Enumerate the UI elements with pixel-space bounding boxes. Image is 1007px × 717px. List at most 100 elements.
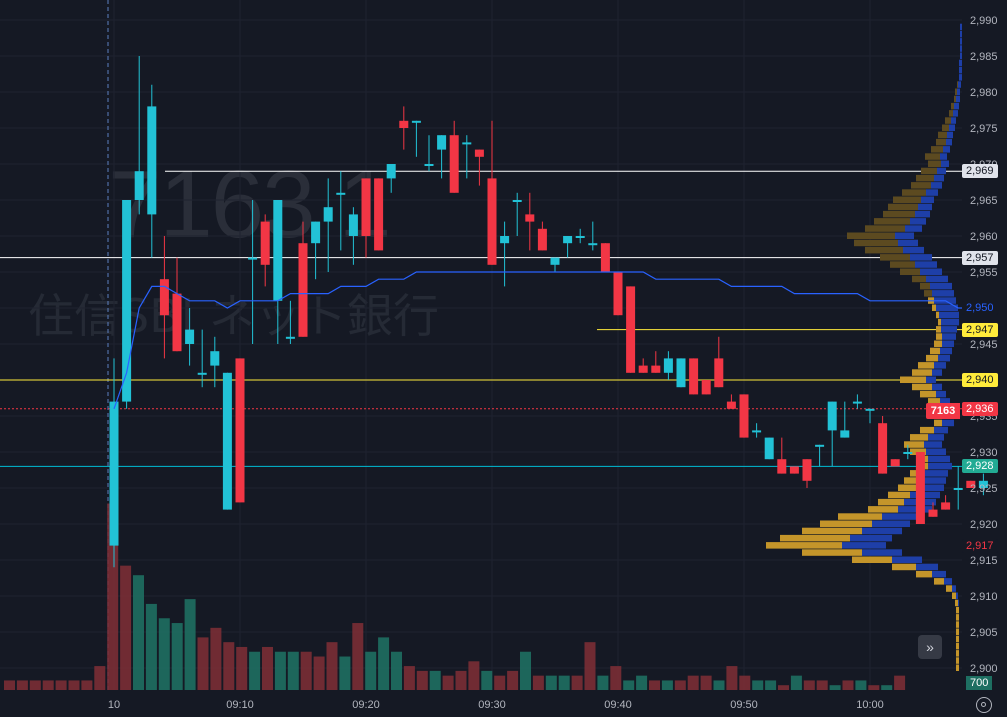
volume-profile-bar — [958, 599, 959, 607]
price-axis-label: 2,900 — [970, 663, 998, 675]
candle-body — [575, 236, 585, 238]
volume-bar — [133, 575, 144, 690]
volume-bar — [532, 675, 544, 690]
volume-bar — [597, 675, 609, 690]
volume-bar — [352, 623, 364, 690]
candle-body — [474, 149, 484, 157]
volume-profile-bar — [956, 606, 959, 614]
volume-profile-bar — [938, 318, 941, 326]
volume-profile-bar — [932, 369, 942, 376]
volume-profile-bar — [916, 570, 932, 578]
volume-profile-bar — [936, 311, 939, 319]
volume-bar — [4, 680, 15, 690]
volume-profile-bar — [941, 318, 959, 326]
candle-body — [260, 221, 270, 265]
volume-profile-bar — [924, 470, 948, 477]
price-axis-label: 2,965 — [970, 195, 998, 207]
candle-body — [437, 135, 447, 150]
volume-bar — [210, 627, 222, 690]
candle-body — [197, 372, 207, 375]
volume-bar — [468, 661, 480, 690]
candle-body — [361, 178, 371, 236]
candle-body — [122, 200, 132, 402]
volume-bar — [403, 666, 415, 690]
volume-profile-bar — [766, 542, 842, 549]
candle-body — [109, 401, 119, 546]
volume-profile-bar — [934, 426, 948, 434]
volume-profile-bar — [920, 390, 936, 398]
volume-bar — [120, 565, 132, 690]
volume-profile-bar — [916, 174, 934, 182]
volume-profile-bar — [892, 563, 916, 571]
volume-bar — [287, 651, 299, 690]
candle-body — [222, 372, 232, 510]
candle-body — [953, 488, 963, 490]
price-tag: 2,940 — [962, 373, 998, 387]
volume-profile-bar — [882, 513, 918, 520]
scroll-to-realtime-button[interactable]: » — [918, 635, 942, 659]
volume-profile-bar — [928, 462, 952, 470]
volume-profile-bar — [942, 419, 954, 427]
price-tag: 2,950 — [962, 301, 998, 315]
volume-profile-bar — [912, 383, 932, 391]
volume-profile-bar — [903, 246, 924, 254]
volume-profile-bar — [946, 585, 952, 592]
volume-profile-bar — [946, 138, 952, 146]
volume-profile-bar — [940, 347, 952, 355]
volume-bar — [661, 680, 673, 690]
settings-icon[interactable] — [976, 697, 992, 713]
candle-body — [689, 358, 699, 395]
volume-profile-bar — [930, 347, 940, 355]
volume-profile-bar — [944, 578, 952, 585]
watermark-name: 住信SBI ネット銀行 — [28, 289, 439, 343]
candle-body — [285, 336, 295, 339]
volume-profile-bar — [960, 30, 962, 38]
candle-body — [752, 430, 762, 433]
volume-profile-bar — [947, 131, 953, 139]
volume-profile-bar — [802, 549, 862, 556]
volume-bar — [274, 651, 286, 690]
time-axis-label: 10:00 — [856, 699, 884, 711]
volume-bar — [339, 656, 351, 690]
volume-profile-bar — [926, 448, 946, 455]
volume-profile-bar — [872, 520, 910, 527]
volume-profile-bar — [921, 196, 934, 203]
price-tag: 2,969 — [962, 164, 998, 179]
volume-profile-bar — [926, 376, 936, 383]
volume-profile-bar — [912, 275, 926, 283]
candle-body — [928, 509, 938, 517]
candle-body — [500, 236, 510, 244]
volume-profile-bar — [956, 650, 959, 657]
volume-profile-bar — [938, 354, 950, 362]
volume-profile-bar — [934, 362, 946, 369]
volume-bar — [558, 675, 570, 690]
volume-profile-bar — [878, 498, 904, 506]
volume-profile-bar — [926, 354, 938, 362]
volume-bar — [790, 675, 802, 690]
candle-body — [714, 358, 724, 388]
volume-profile-bar — [918, 362, 934, 369]
time-axis-label: 09:10 — [226, 699, 254, 711]
volume-bar — [636, 675, 648, 690]
volume-bar — [649, 680, 660, 690]
candle-body — [941, 502, 951, 510]
volume-profile-bar — [957, 88, 960, 95]
volume-profile-bar — [959, 59, 962, 67]
volume-bar — [868, 685, 880, 690]
volume-profile-bar — [910, 434, 928, 441]
volume-bar — [326, 642, 338, 690]
candle-body — [626, 286, 636, 373]
volume-profile-bar — [952, 592, 956, 599]
volume-profile-bar — [954, 102, 959, 110]
time-axis-label: 09:20 — [352, 699, 380, 711]
volume-profile-bar — [902, 189, 926, 196]
candle-body — [185, 329, 195, 344]
volume-profile-bar — [904, 441, 924, 448]
volume-profile-bar — [942, 333, 956, 340]
volume-profile-bar — [959, 66, 962, 74]
price-axis-label: 2,975 — [970, 123, 998, 135]
candle-body — [537, 228, 547, 251]
volume-profile-bar — [956, 592, 958, 599]
